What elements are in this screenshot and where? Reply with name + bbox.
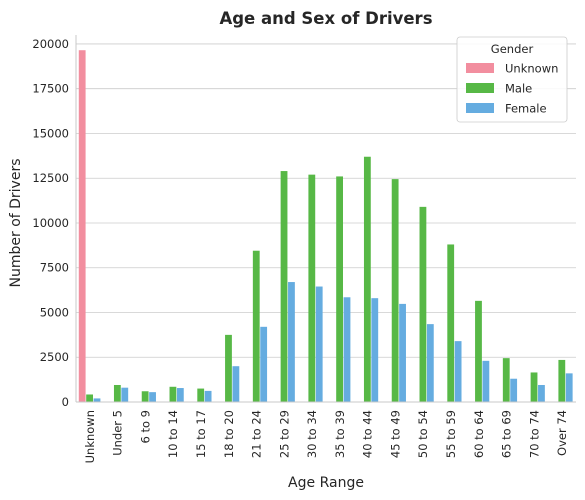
bar-male bbox=[225, 334, 232, 402]
y-tick-label: 12500 bbox=[32, 171, 69, 185]
x-tick-label: 21 to 24 bbox=[250, 410, 264, 458]
bar-female bbox=[260, 326, 268, 402]
legend-items: Unknown Male Female bbox=[466, 62, 558, 116]
y-tick-label: 2500 bbox=[40, 350, 69, 364]
chart-title: Age and Sex of Drivers bbox=[219, 9, 432, 28]
bar-female bbox=[93, 398, 101, 402]
bar-male bbox=[419, 206, 427, 402]
bar-female bbox=[121, 387, 129, 402]
bar-male bbox=[502, 358, 510, 402]
bar-female bbox=[538, 384, 545, 402]
y-tick-label: 5000 bbox=[40, 305, 69, 319]
legend-swatch-female bbox=[466, 103, 494, 113]
bar-female bbox=[149, 392, 156, 402]
y-tick-label: 17500 bbox=[32, 82, 69, 96]
x-tick-label: 35 to 39 bbox=[333, 410, 347, 458]
x-tick-label: 40 to 44 bbox=[361, 410, 375, 458]
y-tick-labels: 0 2500 5000 7500 10000 12500 15000 17500 20000 bbox=[32, 37, 69, 409]
x-tick-label: 60 to 64 bbox=[472, 410, 486, 458]
x-tick-label: 55 to 59 bbox=[444, 410, 458, 458]
legend-swatch-unknown bbox=[466, 63, 494, 73]
legend-label-unknown: Unknown bbox=[505, 62, 558, 76]
legend-title: Gender bbox=[491, 42, 534, 56]
x-tick-label: 65 to 69 bbox=[500, 410, 514, 458]
bar-male bbox=[308, 174, 316, 402]
bar-male bbox=[197, 388, 205, 402]
bar-male bbox=[558, 359, 566, 402]
x-tick-label: Unknown bbox=[83, 410, 97, 463]
y-axis-label: Number of Drivers bbox=[8, 158, 24, 287]
axes bbox=[75, 35, 576, 403]
bar-male bbox=[336, 176, 343, 402]
bars bbox=[78, 50, 573, 402]
bar-male bbox=[475, 300, 482, 402]
bar-male bbox=[447, 244, 455, 402]
bar-female bbox=[176, 388, 184, 402]
bar-female bbox=[426, 324, 434, 402]
x-tick-label: Over 74 bbox=[555, 410, 569, 456]
x-tick-label: 6 to 9 bbox=[138, 410, 152, 444]
bar-female bbox=[232, 366, 240, 402]
bar-male bbox=[141, 391, 149, 402]
bar-female bbox=[288, 282, 295, 402]
legend-swatch-male bbox=[466, 83, 494, 93]
x-tick-labels: Unknown Under 5 6 to 9 10 to 14 15 to 17 18 t… bbox=[83, 410, 569, 463]
y-tick-label: 10000 bbox=[32, 216, 69, 230]
bar-male bbox=[363, 156, 371, 402]
bar-female bbox=[454, 341, 462, 402]
x-tick-label: 10 to 14 bbox=[166, 410, 180, 458]
bar-female bbox=[399, 303, 406, 402]
grid-lines bbox=[76, 43, 576, 358]
bar-male bbox=[113, 384, 121, 402]
bar-female bbox=[371, 298, 379, 402]
y-tick-label: 15000 bbox=[32, 126, 69, 140]
x-tick-label: 25 to 29 bbox=[277, 410, 291, 458]
bar-male bbox=[169, 386, 177, 402]
x-tick-label: 15 to 17 bbox=[194, 410, 208, 458]
x-tick-label: 30 to 34 bbox=[305, 410, 319, 458]
bar-male bbox=[252, 250, 260, 402]
x-axis-label: Age Range bbox=[288, 475, 364, 491]
bar-male bbox=[391, 179, 399, 402]
legend-label-female: Female bbox=[505, 102, 547, 116]
bar-male bbox=[530, 372, 538, 402]
bar-female bbox=[510, 378, 518, 402]
x-tick-label: 18 to 20 bbox=[222, 410, 236, 458]
x-tick-label: 70 to 74 bbox=[527, 410, 541, 458]
x-tick-label: 45 to 49 bbox=[388, 410, 402, 458]
bar-unknown bbox=[78, 50, 86, 402]
legend: Gender Unknown Male Female bbox=[456, 36, 568, 123]
bar-female bbox=[315, 286, 323, 402]
x-tick-label: 50 to 54 bbox=[416, 410, 430, 458]
legend-label-male: Male bbox=[505, 82, 532, 96]
bar-female bbox=[204, 390, 212, 402]
bar-male bbox=[86, 394, 93, 402]
x-tick-label: Under 5 bbox=[111, 410, 125, 456]
bar-female bbox=[482, 360, 490, 402]
legend-box bbox=[456, 36, 568, 123]
y-tick-label: 0 bbox=[62, 395, 69, 409]
y-tick-label: 7500 bbox=[40, 261, 69, 275]
y-tick-label: 20000 bbox=[32, 37, 69, 51]
bar-female bbox=[343, 297, 351, 402]
bar-male bbox=[280, 171, 288, 402]
bar-female bbox=[565, 373, 573, 402]
